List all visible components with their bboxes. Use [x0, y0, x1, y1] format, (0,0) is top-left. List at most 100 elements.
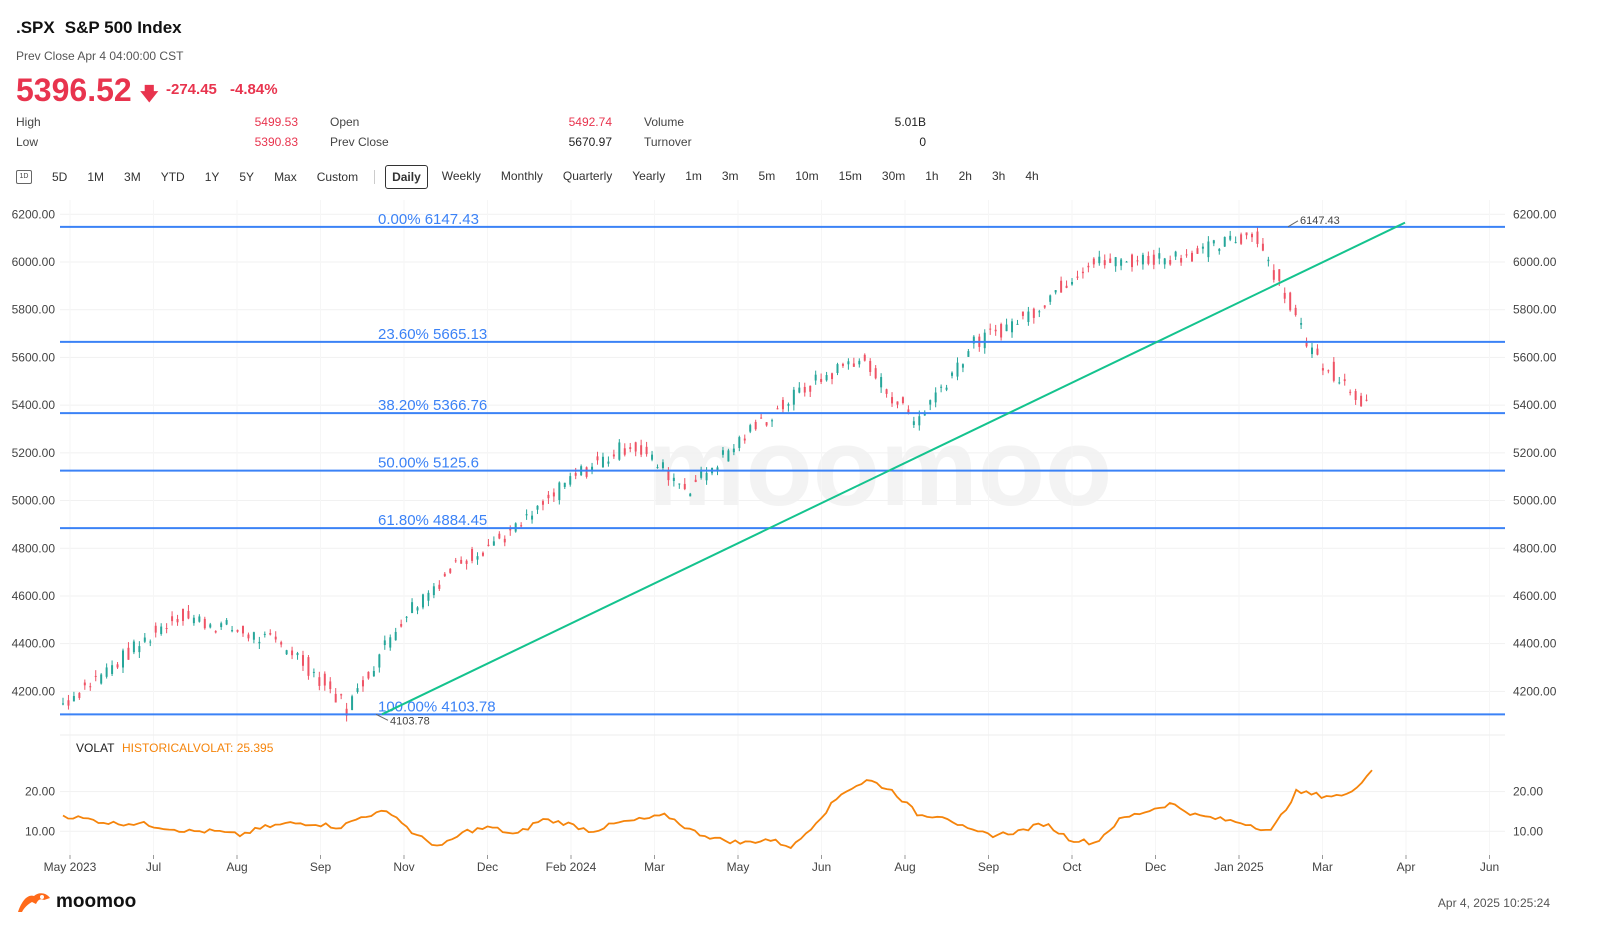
candle-body [171, 616, 174, 622]
range-1y[interactable]: 1Y [204, 170, 220, 184]
candle-body [214, 631, 217, 633]
symbol: .SPX [16, 18, 55, 37]
range-5d[interactable]: 5D [52, 170, 68, 184]
period-15m[interactable]: 15m [838, 169, 862, 183]
candle-body [132, 641, 135, 653]
x-axis: May 2023 Jul Aug Sep Nov Dec Feb 2024 Mar May Jun… [44, 855, 1499, 874]
candle-body [623, 448, 626, 455]
candle-body [1201, 246, 1204, 249]
high-value: 5499.53 [254, 115, 298, 129]
candle-body [1043, 305, 1046, 308]
prev-close-value: 5670.97 [568, 135, 612, 149]
period-5m[interactable]: 5m [758, 169, 776, 183]
price-annotations: 6147.43 4103.78 [375, 215, 1340, 727]
price-change: -274.45 [166, 81, 217, 98]
range-max[interactable]: Max [274, 170, 297, 184]
price-chart[interactable]: moomoo 4200.00 4200.00 4400.00 4400.00 4600.… [0, 196, 1600, 886]
candle-body [225, 620, 228, 625]
candle-body [351, 696, 354, 710]
period-1m[interactable]: 1m [685, 169, 702, 183]
period-group: Daily Weekly Monthly Quarterly Yearly 1m 3m 5m 1… [381, 165, 1049, 189]
candle-body [1240, 234, 1243, 244]
candle-body [814, 374, 817, 381]
candle-body [536, 505, 539, 510]
candle-body [1147, 255, 1150, 264]
range-ytd[interactable]: YTD [160, 170, 185, 184]
candle-body [1207, 241, 1210, 258]
period-4h[interactable]: 4h [1025, 169, 1039, 183]
period-monthly[interactable]: Monthly [500, 169, 543, 183]
candle-body [334, 693, 337, 703]
y-tick-label: 5400.00 [12, 398, 56, 412]
candle-body [165, 628, 168, 630]
candle-body [601, 456, 604, 468]
candle-body [438, 584, 441, 589]
x-tick-label: Jul [146, 860, 161, 874]
period-3m[interactable]: 3m [721, 169, 739, 183]
interval-icon[interactable]: 1D [16, 170, 32, 184]
fibonacci-levels: 0.00% 6147.43 23.60% 5665.13 38.20% 5366.7… [60, 211, 1505, 716]
candle-body [749, 425, 752, 432]
x-tick-label: Mar [644, 860, 665, 874]
candle-body [994, 329, 997, 332]
period-1h[interactable]: 1h [925, 169, 939, 183]
period-quarterly[interactable]: Quarterly [562, 169, 613, 183]
candle-body [1011, 321, 1014, 333]
candle-body [923, 412, 926, 416]
candle-body [62, 703, 64, 705]
candle-body [863, 354, 866, 361]
candle-body [1060, 280, 1063, 293]
range-5y[interactable]: 5Y [239, 170, 255, 184]
x-tick-label: Jan 2025 [1214, 860, 1264, 874]
period-yearly[interactable]: Yearly [632, 169, 666, 183]
candle-body [574, 473, 577, 476]
candle-body [803, 386, 806, 393]
candle-body [1360, 395, 1363, 407]
period-daily[interactable]: Daily [385, 165, 428, 189]
candle-body [67, 700, 70, 706]
candle-body [1098, 256, 1101, 264]
period-2h[interactable]: 2h [958, 169, 972, 183]
candle-body [569, 476, 572, 485]
candle-body [105, 667, 108, 677]
y-tick-label-right: 4800.00 [1513, 541, 1557, 555]
y-axis: 4200.00 4200.00 4400.00 4400.00 4600.00 4600.… [12, 207, 1557, 698]
range-1m[interactable]: 1M [87, 170, 105, 184]
range-custom[interactable]: Custom [316, 170, 359, 184]
candle-body [1191, 252, 1194, 262]
candle-body [841, 363, 844, 366]
period-3h[interactable]: 3h [991, 169, 1006, 183]
period-30m[interactable]: 30m [881, 169, 906, 183]
candle-body [291, 650, 294, 656]
candle-body [771, 420, 774, 422]
candle-body [929, 400, 932, 405]
candle-body [367, 671, 370, 679]
candle-body [318, 677, 321, 686]
candle-body [149, 641, 152, 643]
candle-body [1021, 311, 1024, 316]
candle-body [896, 401, 899, 405]
candle-body [618, 442, 621, 460]
candle-body [563, 482, 566, 487]
candle-body [825, 375, 828, 381]
candle-body [198, 616, 201, 622]
candle-body [885, 389, 888, 394]
range-3m[interactable]: 3M [124, 170, 141, 184]
period-10m[interactable]: 10m [795, 169, 819, 183]
candle-body [738, 437, 741, 448]
candle-body [252, 632, 255, 640]
candle-body [280, 642, 283, 645]
y-tick-label: 4800.00 [12, 541, 56, 555]
x-tick-label: Aug [226, 860, 247, 874]
candle-body [89, 686, 92, 688]
period-weekly[interactable]: Weekly [441, 169, 481, 183]
low-value: 5390.83 [254, 135, 298, 149]
candle-body [721, 450, 724, 455]
annotation-high: 6147.43 [1300, 215, 1340, 227]
x-tick-label: Dec [1145, 860, 1166, 874]
volume-value: 5.01B [894, 115, 926, 129]
candle-body [847, 361, 850, 365]
candle-body [743, 438, 746, 441]
candle-body [454, 560, 457, 562]
candle-body [705, 472, 708, 481]
